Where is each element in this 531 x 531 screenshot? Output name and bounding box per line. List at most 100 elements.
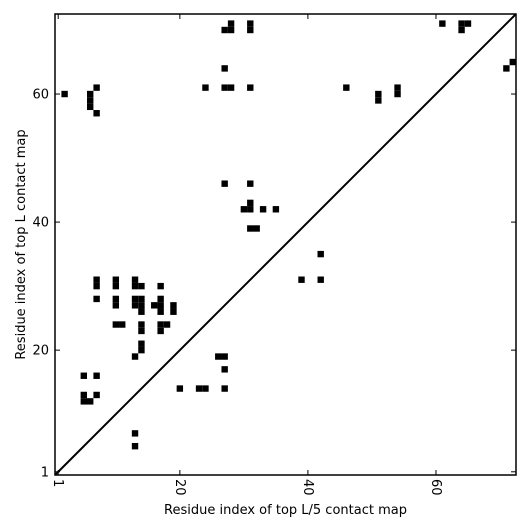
contact-cell bbox=[202, 84, 209, 91]
contact-cell bbox=[317, 276, 324, 283]
contact-cell bbox=[170, 302, 177, 309]
contact-cell bbox=[317, 250, 324, 258]
contact-cell bbox=[247, 20, 254, 27]
contact-cell bbox=[87, 90, 94, 98]
diagonal-line bbox=[54, 13, 517, 476]
x-tick-label: 40 bbox=[300, 479, 315, 496]
contact-cell bbox=[247, 225, 254, 232]
contact-cell bbox=[93, 110, 100, 117]
contact-cell bbox=[87, 97, 94, 104]
contact-cell bbox=[170, 308, 177, 315]
plot-frame bbox=[54, 13, 517, 476]
contact-cell bbox=[298, 276, 305, 283]
contact-cell bbox=[221, 65, 228, 72]
contact-cell bbox=[157, 308, 164, 315]
contact-cell bbox=[157, 295, 164, 303]
contact-cells bbox=[61, 20, 516, 450]
contact-cell bbox=[157, 321, 164, 328]
contact-cell bbox=[247, 180, 254, 187]
contact-cell bbox=[247, 84, 254, 91]
contact-cell bbox=[458, 20, 465, 27]
contact-cell bbox=[221, 84, 228, 91]
contact-cell bbox=[112, 282, 120, 290]
contact-cell bbox=[240, 206, 248, 213]
contact-cell bbox=[93, 391, 100, 399]
contact-cell bbox=[375, 97, 382, 104]
contact-cell bbox=[131, 295, 139, 303]
contact-cell bbox=[138, 321, 145, 328]
contact-cell bbox=[119, 321, 126, 328]
contact-cell bbox=[394, 90, 401, 98]
y-tick-label: 40 bbox=[32, 216, 49, 231]
contact-cell bbox=[138, 308, 145, 315]
contact-cell bbox=[61, 90, 68, 98]
contact-cell bbox=[80, 372, 88, 379]
x-tick-label: 20 bbox=[172, 479, 187, 496]
contact-cell bbox=[272, 206, 280, 213]
contact-cell bbox=[221, 26, 228, 34]
contact-cell bbox=[131, 282, 139, 290]
contact-cell bbox=[464, 20, 472, 27]
y-axis-title: Residue index of top L contact map bbox=[14, 129, 29, 359]
contact-cell bbox=[247, 199, 254, 207]
y-tick-label: 60 bbox=[32, 88, 49, 103]
contact-cell bbox=[87, 398, 94, 405]
contact-cell bbox=[509, 58, 516, 66]
contact-cell bbox=[503, 65, 510, 72]
contact-cell bbox=[80, 391, 88, 399]
contact-cell bbox=[93, 84, 100, 91]
contact-cell bbox=[138, 346, 145, 354]
contact-cell bbox=[93, 282, 100, 290]
x-axis-title: Residue index of top L/5 contact map bbox=[164, 503, 407, 518]
y-tick-label: 20 bbox=[32, 344, 49, 359]
contact-cell bbox=[343, 84, 350, 91]
contact-cell bbox=[93, 372, 100, 379]
axis-ticks: 1 20 40 60 1 20 40 60 bbox=[32, 14, 516, 496]
contact-cell bbox=[138, 282, 145, 290]
contact-cell bbox=[87, 103, 94, 111]
contact-cell bbox=[157, 302, 164, 309]
contact-cell bbox=[227, 84, 235, 91]
contact-cell bbox=[221, 180, 228, 187]
contact-cell bbox=[458, 26, 465, 34]
contact-cell bbox=[93, 276, 100, 283]
contact-cell bbox=[138, 340, 145, 347]
contact-cell bbox=[131, 302, 139, 309]
contact-cell bbox=[112, 276, 120, 283]
contact-cell bbox=[221, 366, 228, 373]
contact-cell bbox=[138, 302, 145, 309]
contact-cell bbox=[247, 206, 254, 213]
contact-cell bbox=[93, 295, 100, 303]
contact-cell bbox=[151, 302, 158, 309]
x-tick-label: 60 bbox=[428, 479, 443, 496]
contact-cell bbox=[131, 430, 139, 437]
contact-cell bbox=[131, 442, 139, 450]
contact-cell bbox=[131, 353, 139, 360]
contact-cell bbox=[215, 353, 222, 360]
contact-cell bbox=[112, 295, 120, 303]
x-tick-label: 1 bbox=[50, 479, 65, 487]
contact-cell bbox=[157, 327, 164, 335]
contact-cell bbox=[80, 398, 88, 405]
contact-cell bbox=[195, 385, 203, 392]
contact-cell bbox=[439, 20, 446, 27]
contact-cell bbox=[157, 282, 164, 290]
contact-cell bbox=[259, 206, 267, 213]
y-tick-label: 1 bbox=[41, 465, 49, 480]
contact-cell bbox=[227, 26, 235, 34]
contact-cell bbox=[163, 321, 171, 328]
contact-cell bbox=[394, 84, 401, 91]
contact-cell bbox=[138, 295, 145, 303]
contact-cell bbox=[202, 385, 209, 392]
contact-cell bbox=[112, 302, 120, 309]
contact-cell bbox=[112, 321, 120, 328]
contact-cell bbox=[221, 385, 228, 392]
contact-cell bbox=[375, 90, 382, 98]
contact-cell bbox=[131, 276, 139, 283]
contact-cell bbox=[176, 385, 184, 392]
contact-cell bbox=[247, 26, 254, 34]
contact-cell bbox=[221, 353, 228, 360]
contact-cell bbox=[138, 327, 145, 335]
contact-cell bbox=[253, 225, 260, 232]
